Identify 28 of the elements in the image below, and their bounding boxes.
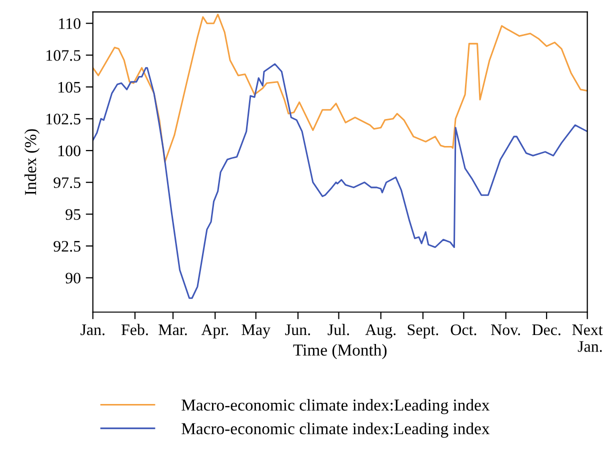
text: Next Jan. xyxy=(572,324,603,352)
x-tick-label: May xyxy=(242,324,270,338)
y-tick-label: 100 xyxy=(58,145,80,156)
y-tick-label: 107.5 xyxy=(46,50,80,61)
x-tick-label: Nov. xyxy=(491,324,520,336)
x-tick-label: Jul. xyxy=(328,324,349,336)
y-tick-label: 102.5 xyxy=(46,114,80,125)
y-axis-title: Index (%) xyxy=(24,129,40,195)
y-tick-label: 97.5 xyxy=(54,177,80,188)
y-tick-label: 90 xyxy=(66,272,80,284)
x-tick-label: Oct. xyxy=(450,324,476,336)
y-tick-label: 92.5 xyxy=(54,240,80,252)
y-tick-label: 110 xyxy=(59,18,80,30)
x-tick-label: Jan. xyxy=(80,324,104,336)
x-tick-label: Apr. xyxy=(201,324,228,338)
line-series xyxy=(92,14,588,163)
x-tick-label: Jun. xyxy=(285,324,310,336)
x-tick-label: Mar. xyxy=(158,324,187,336)
line-series xyxy=(92,63,588,299)
y-tick-label: 95 xyxy=(66,209,80,220)
x-tick-label: Aug. xyxy=(365,324,396,338)
x-tick-label: Feb. xyxy=(121,324,148,336)
y-tick-label: 105 xyxy=(58,82,80,93)
legend-label: Macro-economic climate index:Leading index xyxy=(182,422,490,438)
x-axis-title: Time (Month) xyxy=(293,344,387,360)
x-tick-label: Dec. xyxy=(532,324,560,336)
legend-label: Macro-economic climate index:Leading index xyxy=(182,398,490,414)
x-tick-label: Sept. xyxy=(408,324,438,338)
